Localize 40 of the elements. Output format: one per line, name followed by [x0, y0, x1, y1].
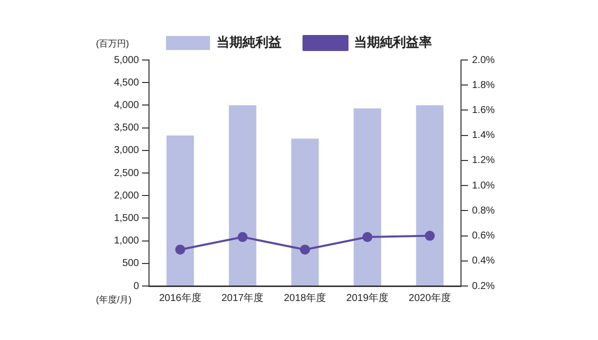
point [424, 230, 435, 241]
y-tick-label: 3,000 [114, 145, 140, 156]
y-tick-label: 4,000 [114, 100, 140, 111]
y2-tick-label: 1.0% [472, 180, 495, 192]
point [362, 232, 372, 242]
y-axis-title: (百万円) [96, 38, 129, 48]
x-tick-label: 2017年度 [221, 292, 264, 304]
point [238, 232, 248, 242]
y2-tick-label: 1.4% [472, 130, 495, 142]
y2-tick-label: 0.2% [472, 280, 495, 292]
y-tick-label: 2,500 [114, 168, 140, 179]
y2-tick-label: 1.8% [472, 80, 495, 91]
x-tick-label: 2016年度 [159, 292, 202, 304]
y-tick-label: 0 [133, 280, 140, 292]
y2-tick-label: 1.2% [472, 155, 495, 166]
bar [291, 138, 319, 286]
x-axis-title: (年度/月) [96, 294, 132, 304]
y-tick-label: 1,000 [114, 236, 140, 247]
y-tick-label: 4,500 [114, 77, 140, 88]
bar [354, 108, 382, 286]
y2-tick-label: 1.6% [472, 104, 495, 116]
y2-tick-label: 0.4% [472, 256, 495, 267]
y-tick-label: 500 [122, 258, 140, 270]
y2-tick-label: 0.6% [472, 230, 495, 242]
y-tick-label: 3,500 [114, 122, 140, 134]
bar [228, 105, 256, 286]
y-tick-label: 2,000 [114, 190, 140, 202]
legend-label: 当期純利益 [216, 34, 282, 50]
y2-tick-label: 0.8% [472, 205, 495, 216]
point [175, 244, 186, 255]
y2-tick-label: 2.0% [472, 54, 495, 66]
y-tick-label: 5,000 [114, 54, 140, 66]
y-tick-label: 1,500 [114, 212, 140, 224]
legend-label: 当期純利益率 [354, 34, 432, 50]
bar [416, 105, 444, 286]
x-tick-label: 2018年度 [284, 292, 326, 304]
x-tick-label: 2019年度 [346, 292, 389, 304]
point [300, 244, 310, 255]
bar [166, 135, 194, 286]
x-tick-label: 2020年度 [408, 292, 451, 304]
